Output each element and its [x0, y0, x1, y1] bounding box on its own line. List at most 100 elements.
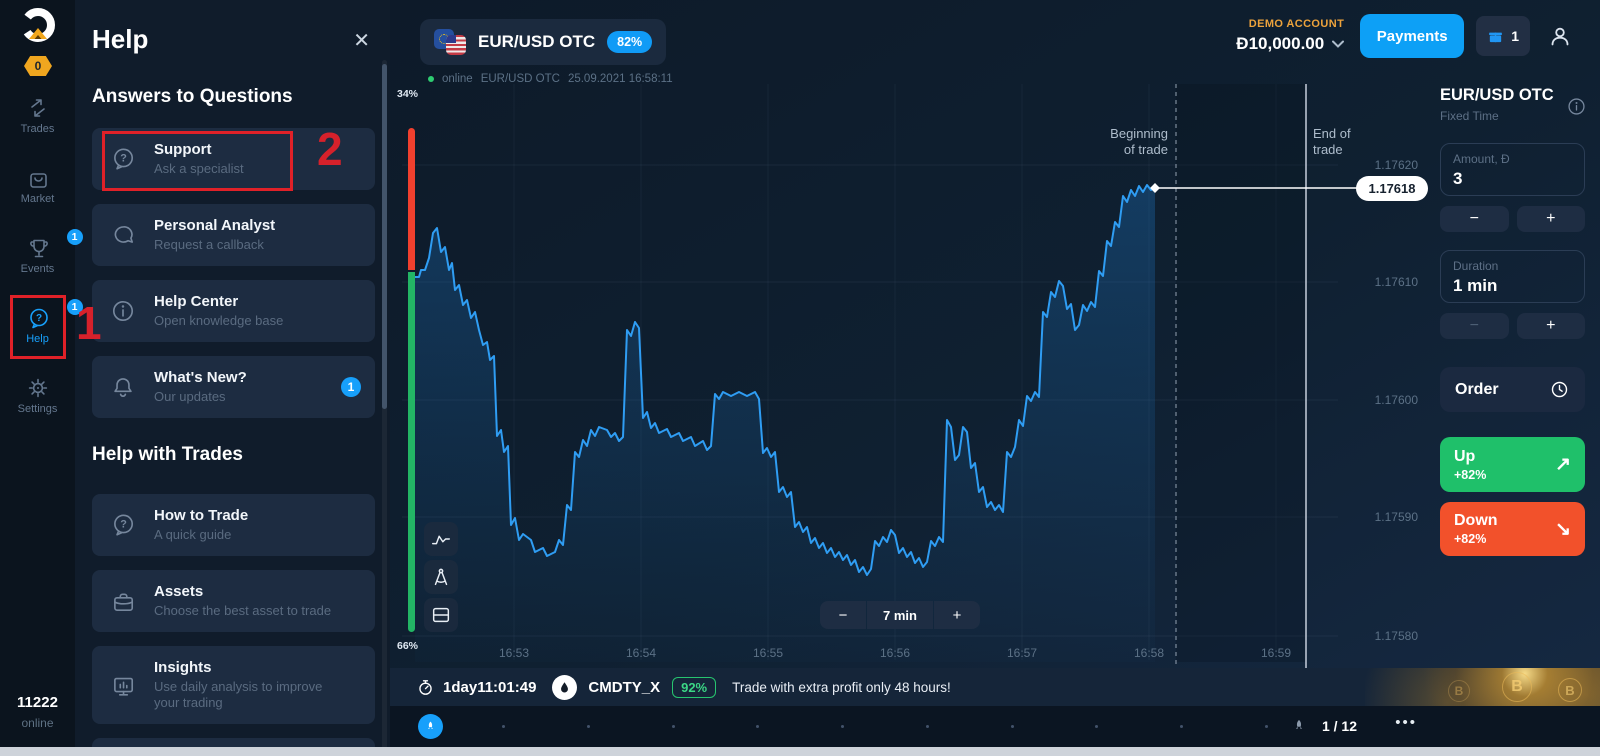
price-axis-tick: 1.17610 — [1374, 275, 1418, 289]
notification-count: 1 — [1511, 28, 1519, 44]
layout-split-button[interactable] — [424, 598, 458, 632]
bitcoin-promo-banner[interactable]: B B B — [1365, 668, 1600, 706]
help-panel-scrollbar-thumb[interactable] — [382, 64, 387, 409]
price-series-area — [415, 185, 1155, 662]
whats-new-badge: 1 — [341, 377, 361, 397]
bell-icon — [114, 378, 132, 397]
chart-type-button[interactable] — [424, 522, 458, 556]
sidebar-item-settings[interactable]: Settings — [0, 376, 75, 415]
amount-field[interactable]: Amount, Đ 3 — [1440, 143, 1585, 196]
sidebar-item-events[interactable]: 1 Events — [0, 229, 83, 275]
account-balance: Đ10,000.00 — [1236, 34, 1325, 53]
duration-field[interactable]: Duration 1 min — [1440, 250, 1585, 303]
down-button[interactable]: Down +82% ↘ — [1440, 502, 1585, 556]
price-chart-canvas[interactable] — [390, 0, 1400, 668]
trade-panel: EUR/USD OTC Fixed Time Amount, Đ 3 − + D… — [1440, 86, 1585, 556]
up-label: Up — [1454, 447, 1476, 465]
help-item-help-center[interactable]: Help Center Open knowledge base — [92, 280, 375, 342]
close-icon[interactable]: ✕ — [353, 30, 370, 52]
price-axis-tick: 1.17590 — [1374, 510, 1418, 524]
sentiment-bar-buy — [408, 272, 415, 632]
help-item-insights[interactable]: Insights Use daily analysis to improve y… — [92, 646, 375, 724]
profile-button[interactable] — [1542, 16, 1578, 56]
help-item-assets[interactable]: Assets Choose the best asset to trade — [92, 570, 375, 632]
timeframe-zoom-out-button[interactable]: − — [820, 601, 866, 629]
payments-button[interactable]: Payments — [1360, 14, 1465, 58]
time-axis-tick: 16:53 — [498, 646, 530, 660]
promo-bar: 1day11:01:49 CMDTY_X 92% Trade with extr… — [390, 668, 1600, 706]
info-button[interactable] — [1566, 96, 1587, 117]
online-dot-icon — [428, 76, 434, 82]
chevron-down-icon — [1332, 35, 1345, 53]
price-series-line — [414, 184, 1156, 576]
tutorial-step-1: 1 — [76, 297, 102, 349]
time-axis-tick: 16:56 — [879, 646, 911, 660]
bitcoin-coin-icon: B — [1448, 680, 1470, 702]
promo-countdown: 1day11:01:49 — [443, 678, 537, 696]
connection-status: online EUR/USD OTC 25.09.2021 16:58:11 — [428, 73, 673, 85]
person-icon — [1551, 27, 1569, 46]
sidebar-item-trades[interactable]: Trades — [0, 96, 75, 135]
active-story-button[interactable] — [418, 714, 443, 739]
duration-increase-button[interactable]: + — [1516, 313, 1585, 339]
status-asset-label: EUR/USD OTC — [480, 73, 560, 85]
account-type-label: DEMO ACCOUNT — [1248, 18, 1345, 30]
us-flag-icon — [446, 35, 466, 55]
tutorial-highlight-support — [102, 131, 293, 191]
insights-monitor-icon — [114, 677, 134, 696]
down-label: Down — [1454, 512, 1498, 529]
story-dots[interactable] — [502, 725, 1268, 728]
help-item-support[interactable]: ? Support Ask a specialist — [92, 128, 375, 190]
current-price-badge: 1.17618 — [1356, 176, 1428, 201]
drawing-tools-button[interactable] — [424, 560, 458, 594]
commodity-icon — [552, 674, 578, 700]
duration-value: 1 min — [1453, 276, 1498, 295]
rocket-icon — [1295, 720, 1303, 729]
help-item-personal-analyst[interactable]: Personal Analyst Request a callback — [92, 204, 375, 266]
platform-logo[interactable] — [17, 6, 59, 52]
trade-begin-label: Beginning of trade — [1110, 126, 1168, 157]
price-axis-tick: 1.17620 — [1374, 158, 1418, 172]
svg-text:?: ? — [120, 153, 127, 165]
market-bag-icon — [29, 173, 47, 188]
price-axis-tick: 1.17580 — [1374, 629, 1418, 643]
promo-payout-badge: 92% — [672, 676, 717, 698]
order-button[interactable]: Order — [1440, 367, 1585, 412]
sidebar-item-help[interactable]: ? 1 Help — [0, 299, 83, 345]
split-layout-icon — [432, 607, 450, 623]
status-online-label: online — [442, 73, 473, 85]
sidebar-item-market[interactable]: Market — [0, 166, 75, 205]
help-bubble-icon: ? — [29, 308, 48, 329]
trade-mode-label: Fixed Time — [1440, 109, 1499, 123]
help-item-how-to-trade[interactable]: ? How to Trade A quick guide — [92, 494, 375, 556]
help-item-whats-new[interactable]: What's New? Our updates 1 — [92, 356, 375, 418]
up-payout: +82% — [1454, 467, 1487, 482]
trades-icon — [30, 99, 45, 117]
timeframe-label: 7 min — [867, 601, 933, 629]
svg-text:?: ? — [35, 313, 41, 324]
duration-label: Duration — [1453, 259, 1499, 273]
chat-bubble-icon — [114, 226, 134, 243]
sentiment-down-percent: 66% — [397, 640, 419, 652]
events-badge: 1 — [66, 229, 83, 245]
support-bubble-icon: ? — [114, 148, 134, 170]
trade-window-shade — [1176, 84, 1306, 662]
timeframe-zoom-in-button[interactable]: + — [934, 601, 980, 629]
more-options-button[interactable]: ••• — [1395, 714, 1417, 731]
asset-selector[interactable]: EUR/USD OTC 82% — [420, 19, 667, 65]
time-axis-tick: 16:55 — [752, 646, 784, 660]
help-panel: Help ✕ Answers to Questions ? Support As… — [75, 0, 390, 756]
notifications-button[interactable]: 1 — [1476, 16, 1530, 56]
info-icon — [1568, 98, 1585, 115]
account-switcher[interactable]: DEMO ACCOUNT Đ10,000.00 — [1236, 18, 1345, 54]
amount-increase-button[interactable]: + — [1516, 206, 1585, 232]
sentiment-up-percent: 34% — [397, 88, 419, 100]
up-button[interactable]: Up +82% ↗ — [1440, 437, 1585, 492]
story-rocket-indicator[interactable] — [1291, 718, 1307, 734]
briefcase-icon — [114, 593, 134, 612]
duration-decrease-button[interactable]: − — [1440, 313, 1509, 339]
help-panel-title: Help — [92, 24, 149, 54]
amount-decrease-button[interactable]: − — [1440, 206, 1509, 232]
level-badge[interactable]: 0 — [24, 56, 52, 76]
